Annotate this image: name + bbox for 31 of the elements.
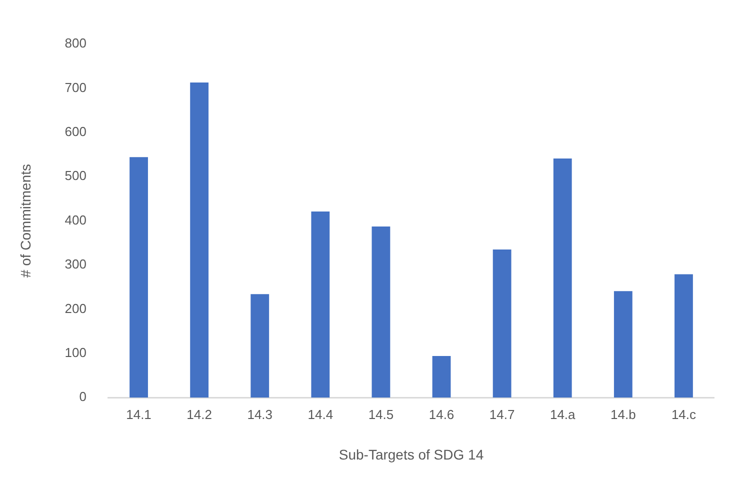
bar [372,226,390,398]
x-tick-label: 14.1 [126,406,152,422]
bar [250,294,270,398]
bar [130,157,148,398]
x-tick-label: 14.4 [308,406,334,422]
y-tick-label: 700 [64,80,86,95]
y-tick-label: 300 [64,256,86,272]
y-tick-label: 800 [64,36,86,51]
bar [311,212,330,398]
x-axis-title: Sub-Targets of SDG 14 [338,446,484,462]
y-tick-label: 0 [79,389,86,404]
x-tick-label: 14.a [550,406,576,422]
bar [190,82,209,398]
x-tick-label: 14.c [671,406,697,422]
y-axis-title: # of Commitments [17,164,34,278]
y-tick-label: 500 [64,168,86,184]
x-tick-label: 14.6 [428,406,454,422]
bar [674,274,693,398]
x-tick-label: 14.b [610,406,636,422]
y-tick-label: 200 [64,300,86,316]
x-tick-label: 14.3 [247,406,273,422]
x-tick-label: 14.7 [489,406,515,422]
bar [492,250,512,398]
x-tick-label: 14.5 [368,406,394,422]
bar [553,158,572,398]
bar [614,291,632,398]
y-tick-label: 100 [64,344,86,360]
y-tick-label: 600 [64,124,86,139]
bar [432,356,451,398]
x-tick-label: 14.2 [186,406,212,422]
y-tick-label: 400 [64,212,86,228]
